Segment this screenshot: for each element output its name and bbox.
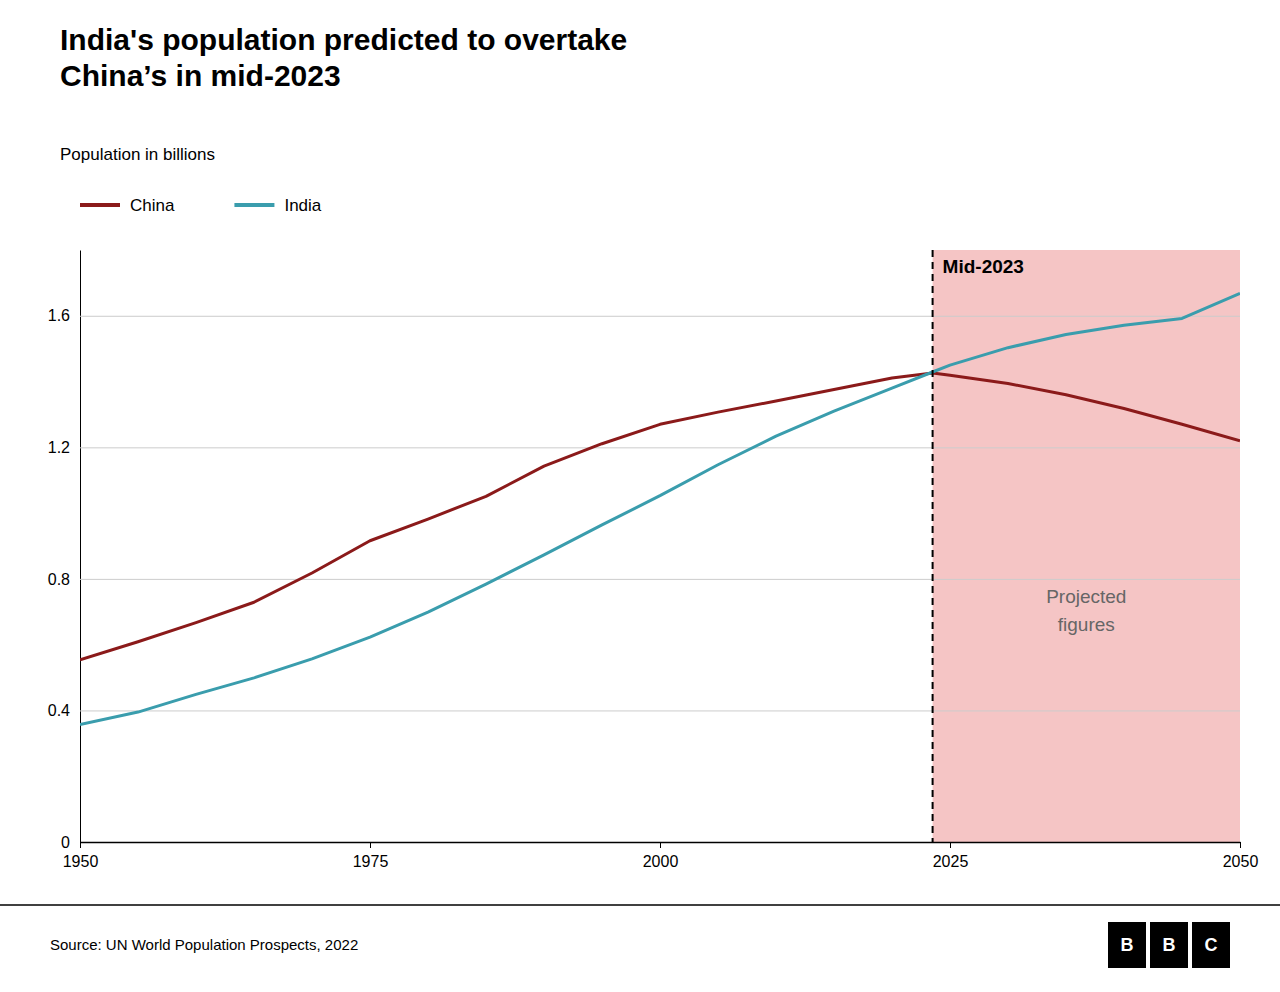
grid-line bbox=[80, 710, 1240, 711]
x-tick: 1950 bbox=[63, 842, 99, 870]
y-tick-label: 1.6 bbox=[48, 307, 70, 324]
series-line bbox=[80, 373, 1240, 660]
logo-box bbox=[1108, 922, 1146, 968]
grid-line bbox=[80, 316, 1240, 317]
divider-line bbox=[932, 250, 934, 842]
y-axis-line bbox=[80, 251, 81, 843]
logo-box bbox=[1150, 922, 1188, 968]
footer-rule bbox=[0, 904, 1280, 906]
x-tick-label: 2000 bbox=[643, 853, 679, 870]
legend-swatch bbox=[80, 203, 120, 207]
chart: India's population predicted to overtake… bbox=[0, 0, 1280, 992]
divider-label: Mid-2023 bbox=[943, 256, 1024, 277]
x-tick-label: 1950 bbox=[63, 853, 99, 870]
projection-area bbox=[933, 250, 1240, 842]
legend-label: China bbox=[130, 196, 175, 215]
y-tick: 0 bbox=[61, 834, 1240, 851]
y-axis-label: Population in billions bbox=[60, 145, 215, 164]
x-tick: 1975 bbox=[353, 842, 389, 870]
logo-text: BBC bbox=[1121, 935, 1218, 955]
x-tick-mark bbox=[1240, 842, 1241, 848]
x-tick: 2025 bbox=[933, 842, 969, 870]
logo-box bbox=[1192, 922, 1230, 968]
y-tick-label: 1.2 bbox=[48, 439, 70, 456]
source: Source: UN World Population Prospects, 2… bbox=[50, 936, 358, 953]
x-tick-label: 1975 bbox=[353, 853, 389, 870]
x-tick: 2050 bbox=[1223, 842, 1259, 870]
x-tick-mark bbox=[370, 842, 371, 848]
grid-line bbox=[80, 447, 1240, 448]
y-tick-label: 0.4 bbox=[48, 702, 70, 719]
legend-label: India bbox=[284, 196, 321, 215]
x-axis: 1950 1975 2000 2025 2050 bbox=[63, 842, 1259, 870]
x-tick-mark bbox=[660, 842, 661, 848]
y-tick: 1.6 bbox=[48, 307, 1240, 324]
title: India's population predicted to overtake… bbox=[60, 23, 627, 92]
x-tick-label: 2025 bbox=[933, 853, 969, 870]
grid-line bbox=[80, 579, 1240, 580]
x-tick-mark bbox=[950, 842, 951, 848]
y-axis: 0 0.4 0.8 1.2 1.6 bbox=[48, 251, 1240, 851]
x-tick-label: 2050 bbox=[1223, 853, 1259, 870]
legend-item: China bbox=[80, 196, 175, 215]
background bbox=[933, 250, 1240, 842]
y-tick-label: 0.8 bbox=[48, 571, 70, 588]
logo: BBC bbox=[1108, 922, 1230, 968]
legend-swatch bbox=[234, 203, 274, 207]
projection-label: Projectedfigures bbox=[1046, 586, 1126, 635]
plot-area bbox=[80, 250, 1240, 842]
y-tick: 0.8 bbox=[48, 571, 1240, 588]
x-tick: 2000 bbox=[643, 842, 679, 870]
y-tick: 0.4 bbox=[48, 702, 1240, 719]
legend-item: India bbox=[234, 196, 321, 215]
x-tick-mark bbox=[80, 842, 81, 848]
legend: China India bbox=[80, 196, 322, 215]
y-tick: 1.2 bbox=[48, 439, 1240, 456]
series-line bbox=[80, 293, 1240, 724]
y-tick-label: 0 bbox=[61, 834, 70, 851]
